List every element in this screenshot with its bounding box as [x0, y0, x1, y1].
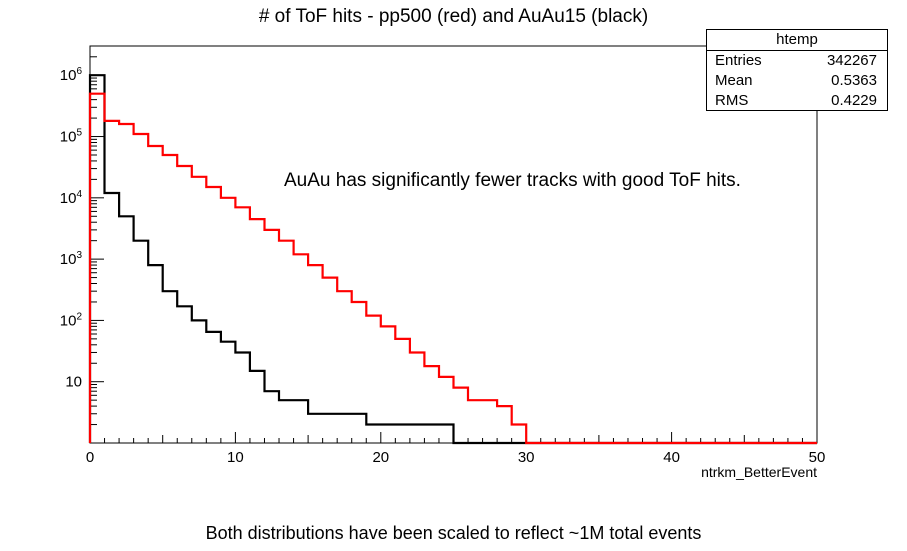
y-tick-label: 105 [60, 128, 83, 146]
chart-title: # of ToF hits - pp500 (red) and AuAu15 (… [258, 6, 649, 27]
x-tick-label: 30 [518, 449, 535, 466]
y-tick-label: 104 [60, 189, 83, 207]
stats-row-mean: Mean 0.5363 [707, 71, 887, 91]
x-axis-label: ntrkm_BetterEvent [701, 464, 817, 480]
stats-row-entries: Entries 342267 [707, 51, 887, 71]
stats-label: Entries [715, 52, 762, 69]
stats-label: Mean [715, 72, 753, 89]
plot-annotation: AuAu has significantly fewer tracks with… [284, 170, 741, 191]
histogram-series-1 [88, 92, 817, 445]
stats-box: htemp Entries 342267 Mean 0.5363 RMS 0.4… [706, 29, 888, 111]
y-tick-label: 10 [65, 374, 82, 391]
stats-box-title: htemp [707, 30, 887, 51]
stats-label: RMS [715, 92, 749, 109]
x-tick-label: 40 [663, 449, 680, 466]
stats-value: 0.4229 [831, 92, 877, 109]
y-tick-label: 106 [60, 66, 83, 84]
stats-value: 0.5363 [831, 72, 877, 89]
x-tick-label: 50 [809, 449, 826, 466]
x-tick-label: 10 [227, 449, 244, 466]
stats-value: 342267 [826, 52, 877, 69]
y-tick-label: 102 [60, 311, 83, 329]
x-tick-label: 20 [372, 449, 389, 466]
y-tick-label: 103 [60, 250, 83, 268]
figure-caption: Both distributions have been scaled to r… [205, 523, 702, 543]
stats-row-rms: RMS 0.4229 [707, 91, 887, 111]
x-tick-label: 0 [86, 449, 94, 466]
